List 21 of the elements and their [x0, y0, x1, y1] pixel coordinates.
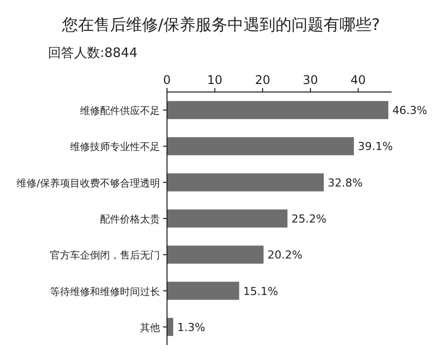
data-label: 32.8%: [328, 176, 363, 190]
y-tick-label: 等待维修和维修时间过长: [50, 286, 160, 298]
x-tick-label: 40: [350, 73, 366, 87]
data-label: 25.2%: [291, 212, 326, 226]
y-tick-label: 配件价格太贵: [100, 214, 160, 226]
y-tick-label: 其他: [140, 322, 160, 334]
data-label: 1.3%: [177, 320, 206, 334]
data-label: 39.1%: [358, 140, 393, 154]
y-tick-label: 维修技师专业性不足: [70, 141, 160, 154]
y-tick-label: 维修配件供应不足: [80, 105, 160, 118]
chart-title: 您在售后维修/保养服务中遇到的问题有哪些?: [61, 15, 380, 34]
x-tick-label: 30: [302, 73, 318, 87]
data-label: 20.2%: [268, 248, 303, 262]
x-tick-label: 10: [207, 73, 222, 87]
chart-subtitle: 回答人数:8844: [48, 46, 138, 61]
y-tick-label: 维修/保养项目收费不够合理透明: [16, 177, 160, 190]
data-label: 15.1%: [243, 284, 278, 298]
x-tick-label: 20: [254, 73, 270, 87]
data-label: 46.3%: [392, 104, 428, 118]
y-tick-label: 官方车企倒闭，售后无门: [50, 250, 160, 262]
x-tick-label: 0: [163, 73, 171, 87]
